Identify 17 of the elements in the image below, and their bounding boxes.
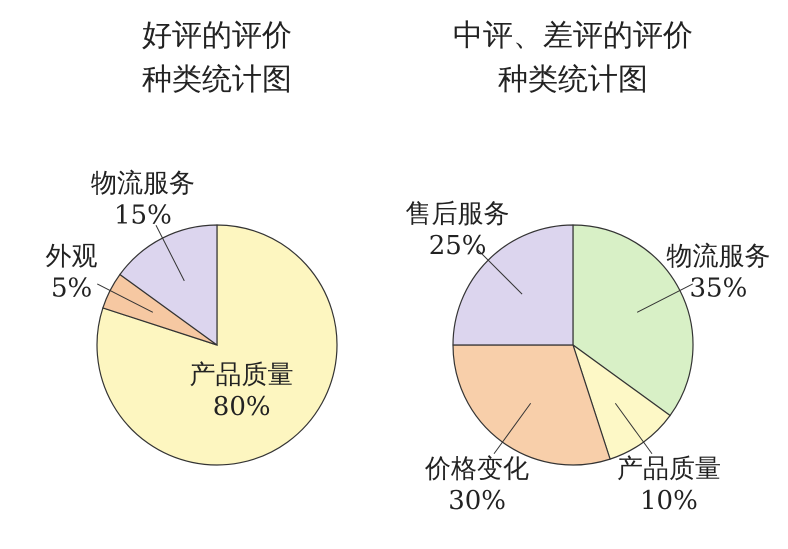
pie-slice xyxy=(96,224,338,466)
slice-label: 物流服务 xyxy=(666,242,770,272)
slice-label: 物流服务 xyxy=(90,168,195,198)
slice-label: 售后服务 xyxy=(406,199,510,230)
slice-label: 产品质量 xyxy=(616,454,721,484)
slice-label: 外观 xyxy=(46,242,98,272)
data-label: 5% xyxy=(50,274,92,304)
slice-label: 产品质量 xyxy=(190,360,294,390)
chart-title: 中评、差评的评价种类统计图 xyxy=(453,18,693,97)
data-label: 80% xyxy=(212,392,271,422)
data-label: 10% xyxy=(640,486,698,516)
slice-label: 价格变化 xyxy=(424,454,530,484)
data-label: 25% xyxy=(428,231,486,262)
chart-title: 好评的评价种类统计图 xyxy=(142,18,292,97)
data-label: 30% xyxy=(448,486,506,516)
data-label: 15% xyxy=(114,200,172,230)
data-label: 35% xyxy=(690,274,748,304)
